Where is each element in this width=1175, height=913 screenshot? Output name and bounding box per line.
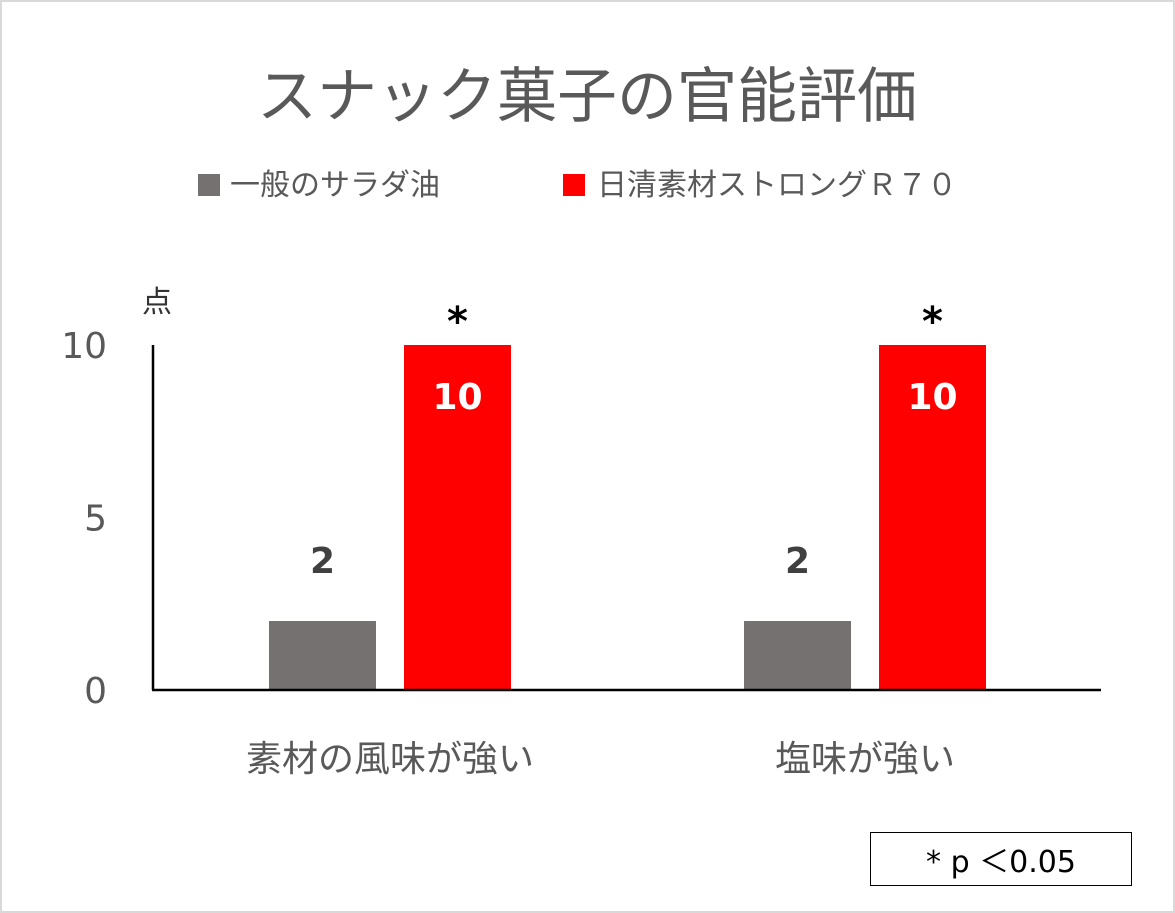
data-label-salad-oil-2: 2 [785,541,810,582]
data-labels: 2 10 2 10 [310,377,958,582]
bar-strong-r70-2 [879,345,986,690]
legend-swatch-salad-oil [198,174,220,196]
y-axis-unit-label: 点 [142,285,172,320]
significance-mark-2: * [922,299,943,345]
y-axis-ticks: 0 5 10 [61,326,107,712]
significance-mark-1: * [447,299,468,345]
legend-label-salad-oil: 一般のサラダ油 [230,168,440,203]
chart-title: スナック菓子の官能評価 [257,62,917,132]
data-label-strong-r70-1: 10 [432,377,482,418]
legend-label-strong-r70: 日清素材ストロングＲ７０ [597,168,957,203]
legend: 一般のサラダ油 日清素材ストロングＲ７０ [198,168,957,203]
significance-marks: * * [447,299,943,345]
significance-note: * p ＜0.05 [870,832,1132,886]
y-tick-10: 10 [61,326,107,367]
bar-salad-oil-1 [269,621,376,690]
legend-swatch-strong-r70 [563,174,585,196]
data-label-strong-r70-2: 10 [907,377,957,418]
data-label-salad-oil-1: 2 [310,541,335,582]
bar-salad-oil-2 [744,621,851,690]
bar-strong-r70-1 [404,345,511,690]
x-tick-category-2: 塩味が強い [775,739,955,780]
y-tick-0: 0 [84,671,107,712]
x-tick-category-1: 素材の風味が強い [246,739,534,780]
y-tick-5: 5 [84,499,107,540]
bars [269,345,986,690]
x-axis-ticks: 素材の風味が強い 塩味が強い [246,739,955,780]
